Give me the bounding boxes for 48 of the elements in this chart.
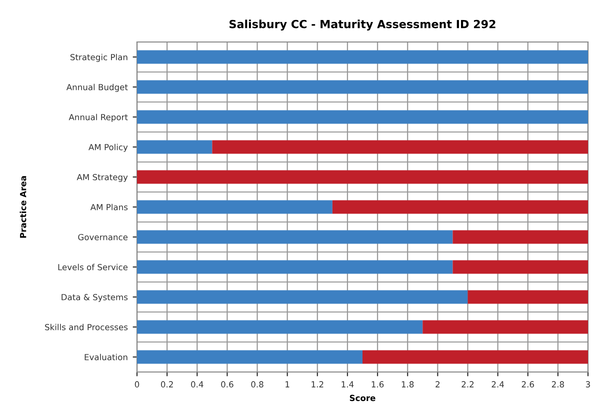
y-tick-label: AM Strategy [76, 174, 128, 182]
bar [137, 200, 332, 214]
y-tick-label: Annual Report [68, 114, 128, 122]
x-tick-label: 2 [436, 381, 440, 388]
x-tick-label: 1.6 [372, 381, 384, 388]
bar [137, 290, 468, 304]
bar [332, 200, 588, 214]
x-tick-label: 3 [586, 381, 590, 388]
bar [362, 350, 588, 364]
bar [137, 80, 588, 94]
bar [468, 290, 588, 304]
bar [422, 320, 588, 334]
y-tick-label: Annual Budget [66, 84, 128, 92]
x-tick-label: 0.8 [251, 381, 264, 388]
x-tick-label: 2.2 [462, 381, 474, 388]
x-tick-label: 0 [134, 381, 140, 388]
y-tick-label: Levels of Service [58, 264, 128, 270]
y-tick-label: AM Plans [90, 204, 128, 210]
y-tick-label: Governance [78, 234, 128, 240]
bar [137, 320, 423, 334]
bar [452, 260, 588, 274]
bar [212, 140, 588, 154]
y-tick-label: Strategic Plan [70, 54, 128, 62]
bar [137, 50, 588, 64]
x-axis-title: Score [350, 394, 376, 402]
x-tick-label: 1.2 [312, 381, 324, 388]
x-tick-label: 0.6 [221, 381, 234, 388]
bar [137, 350, 362, 364]
x-tick-label: 1.4 [342, 381, 354, 388]
x-tick-label: 1 [286, 381, 290, 388]
bar [137, 170, 588, 184]
x-tick-label: 2.4 [492, 381, 504, 388]
x-tick-label: 0.2 [160, 381, 173, 388]
y-tick-label: AM Policy [88, 144, 128, 152]
y-tick-label: Evaluation [84, 354, 128, 360]
y-axis-title: Practice Area [20, 176, 26, 238]
x-tick-label: 1.8 [402, 381, 414, 388]
bar [452, 230, 588, 244]
y-tick-label: Skills and Processes [45, 324, 128, 330]
x-tick-label: 2.6 [522, 381, 534, 388]
x-tick-label: 2.8 [552, 381, 564, 388]
x-tick-label: 0.4 [191, 381, 204, 388]
bar [137, 230, 453, 244]
bar [137, 110, 588, 124]
y-tick-label: Data & Systems [62, 294, 128, 302]
bar [137, 140, 212, 154]
chart-title: Salisbury CC - Maturity Assessment ID 292 [230, 20, 496, 31]
bar [137, 260, 453, 274]
